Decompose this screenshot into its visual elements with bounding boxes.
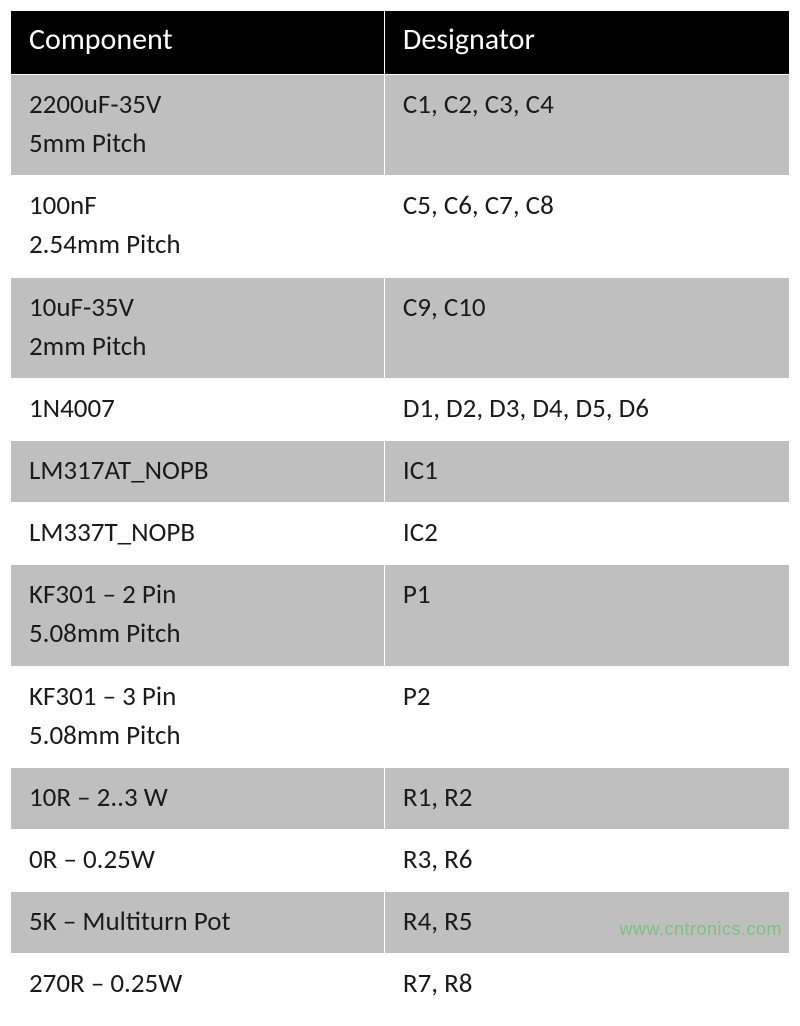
cell-designator: P1 xyxy=(384,565,789,666)
table-row: KF301 – 3 Pin 5.08mm Pitch P2 xyxy=(11,666,790,767)
table-row: 100nF 2.54mm Pitch C5, C6, C7, C8 xyxy=(11,176,790,277)
component-line1: LM317AT_NOPB xyxy=(29,451,366,490)
col-header-component: Component xyxy=(11,11,385,75)
table-row: 10R – 2..3 W R1, R2 xyxy=(11,767,790,829)
cell-designator: R1, R2 xyxy=(384,767,789,829)
cell-component: 0R – 0.25W xyxy=(11,829,385,891)
cell-designator: R7, R8 xyxy=(384,954,789,1016)
cell-designator: D1, D2, D3, D4, D5, D6 xyxy=(384,378,789,440)
cell-component: KF301 – 3 Pin 5.08mm Pitch xyxy=(11,666,385,767)
component-line1: 0R – 0.25W xyxy=(29,840,366,879)
component-line1: KF301 – 2 Pin xyxy=(29,575,366,614)
component-line1: 10R – 2..3 W xyxy=(29,778,366,817)
table-row: 1N4007 D1, D2, D3, D4, D5, D6 xyxy=(11,378,790,440)
cell-component: 270R – 0.25W xyxy=(11,954,385,1016)
cell-component: LM337T_NOPB xyxy=(11,503,385,565)
component-line2: 2mm Pitch xyxy=(29,327,366,366)
bom-table: Component Designator 2200uF-35V 5mm Pitc… xyxy=(10,10,790,1016)
cell-designator: C9, C10 xyxy=(384,277,789,378)
component-line1: 1N4007 xyxy=(29,389,366,428)
table-row: 10uF-35V 2mm Pitch C9, C10 xyxy=(11,277,790,378)
component-line1: KF301 – 3 Pin xyxy=(29,677,366,716)
component-line1: 100nF xyxy=(29,186,366,225)
header-row: Component Designator xyxy=(11,11,790,75)
cell-component: 5K – Multiturn Pot xyxy=(11,892,385,954)
cell-designator: C1, C2, C3, C4 xyxy=(384,75,789,176)
cell-component: LM317AT_NOPB xyxy=(11,440,385,502)
cell-designator: IC1 xyxy=(384,440,789,502)
component-line2: 5.08mm Pitch xyxy=(29,614,366,653)
cell-component: 1N4007 xyxy=(11,378,385,440)
table-row: LM337T_NOPB IC2 xyxy=(11,503,790,565)
cell-designator: IC2 xyxy=(384,503,789,565)
watermark-text: www.cntronics.com xyxy=(619,919,782,940)
cell-designator: C5, C6, C7, C8 xyxy=(384,176,789,277)
table-row: 2200uF-35V 5mm Pitch C1, C2, C3, C4 xyxy=(11,75,790,176)
component-line1: 270R – 0.25W xyxy=(29,964,366,1003)
cell-component: 2200uF-35V 5mm Pitch xyxy=(11,75,385,176)
component-line1: LM337T_NOPB xyxy=(29,513,366,552)
component-line2: 2.54mm Pitch xyxy=(29,225,366,264)
table-body: 2200uF-35V 5mm Pitch C1, C2, C3, C4 100n… xyxy=(11,75,790,1016)
table-row: 0R – 0.25W R3, R6 xyxy=(11,829,790,891)
component-line2: 5mm Pitch xyxy=(29,124,366,163)
table-row: 270R – 0.25W R7, R8 xyxy=(11,954,790,1016)
col-header-designator: Designator xyxy=(384,11,789,75)
table-row: LM317AT_NOPB IC1 xyxy=(11,440,790,502)
cell-component: 10uF-35V 2mm Pitch xyxy=(11,277,385,378)
cell-designator: P2 xyxy=(384,666,789,767)
cell-designator: R3, R6 xyxy=(384,829,789,891)
component-line1: 2200uF-35V xyxy=(29,85,366,124)
cell-component: KF301 – 2 Pin 5.08mm Pitch xyxy=(11,565,385,666)
component-line1: 10uF-35V xyxy=(29,288,366,327)
component-line2: 5.08mm Pitch xyxy=(29,716,366,755)
table-row: KF301 – 2 Pin 5.08mm Pitch P1 xyxy=(11,565,790,666)
cell-component: 100nF 2.54mm Pitch xyxy=(11,176,385,277)
component-line1: 5K – Multiturn Pot xyxy=(29,902,366,941)
cell-component: 10R – 2..3 W xyxy=(11,767,385,829)
